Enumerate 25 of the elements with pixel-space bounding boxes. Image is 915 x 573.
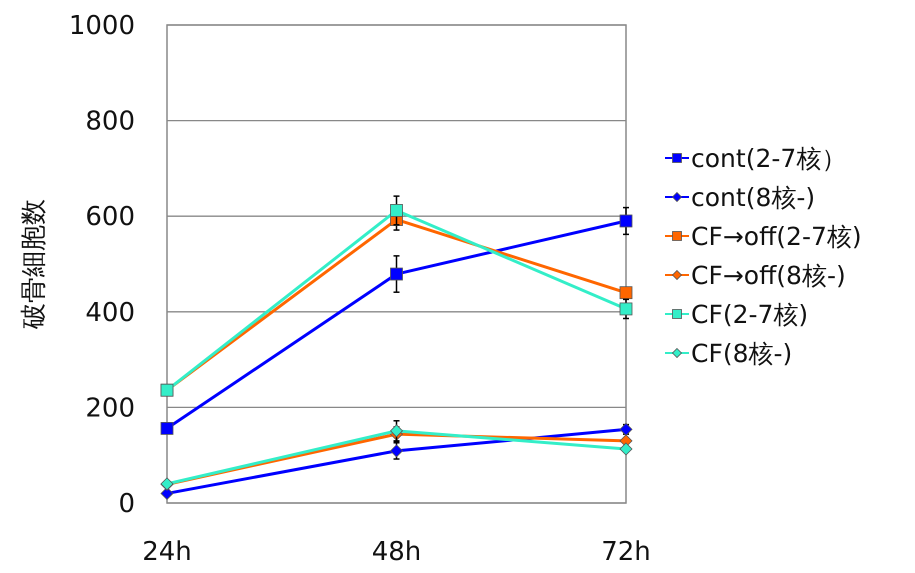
x-tick-label: 72h bbox=[601, 537, 651, 567]
legend-label: cont(2-7核） bbox=[691, 144, 846, 173]
y-tick-label: 600 bbox=[85, 202, 135, 232]
point bbox=[160, 422, 174, 435]
point bbox=[390, 204, 403, 217]
y-axis-title: 破骨細胞数 bbox=[19, 199, 49, 330]
legend-label: CF→off(2-7核) bbox=[691, 222, 862, 251]
legend-label: CF→off(8核-) bbox=[691, 261, 846, 290]
point bbox=[390, 268, 403, 280]
legend-label: cont(8核-) bbox=[691, 183, 816, 212]
y-tick-label: 400 bbox=[85, 298, 135, 328]
legend-label: CF(8核-) bbox=[691, 339, 792, 368]
point bbox=[620, 286, 632, 300]
y-tick-label: 1000 bbox=[68, 11, 135, 41]
x-tick-label: 48h bbox=[372, 537, 422, 567]
y-tick-label: 800 bbox=[85, 106, 135, 137]
point bbox=[620, 214, 632, 228]
y-tick-label: 200 bbox=[85, 393, 135, 424]
point bbox=[390, 424, 403, 438]
point bbox=[620, 422, 632, 436]
y-tick-label: 0 bbox=[118, 489, 135, 519]
legend-label: CF(2-7核) bbox=[691, 300, 808, 329]
point bbox=[620, 442, 632, 456]
x-tick-label: 24h bbox=[142, 537, 192, 567]
point bbox=[620, 302, 632, 316]
